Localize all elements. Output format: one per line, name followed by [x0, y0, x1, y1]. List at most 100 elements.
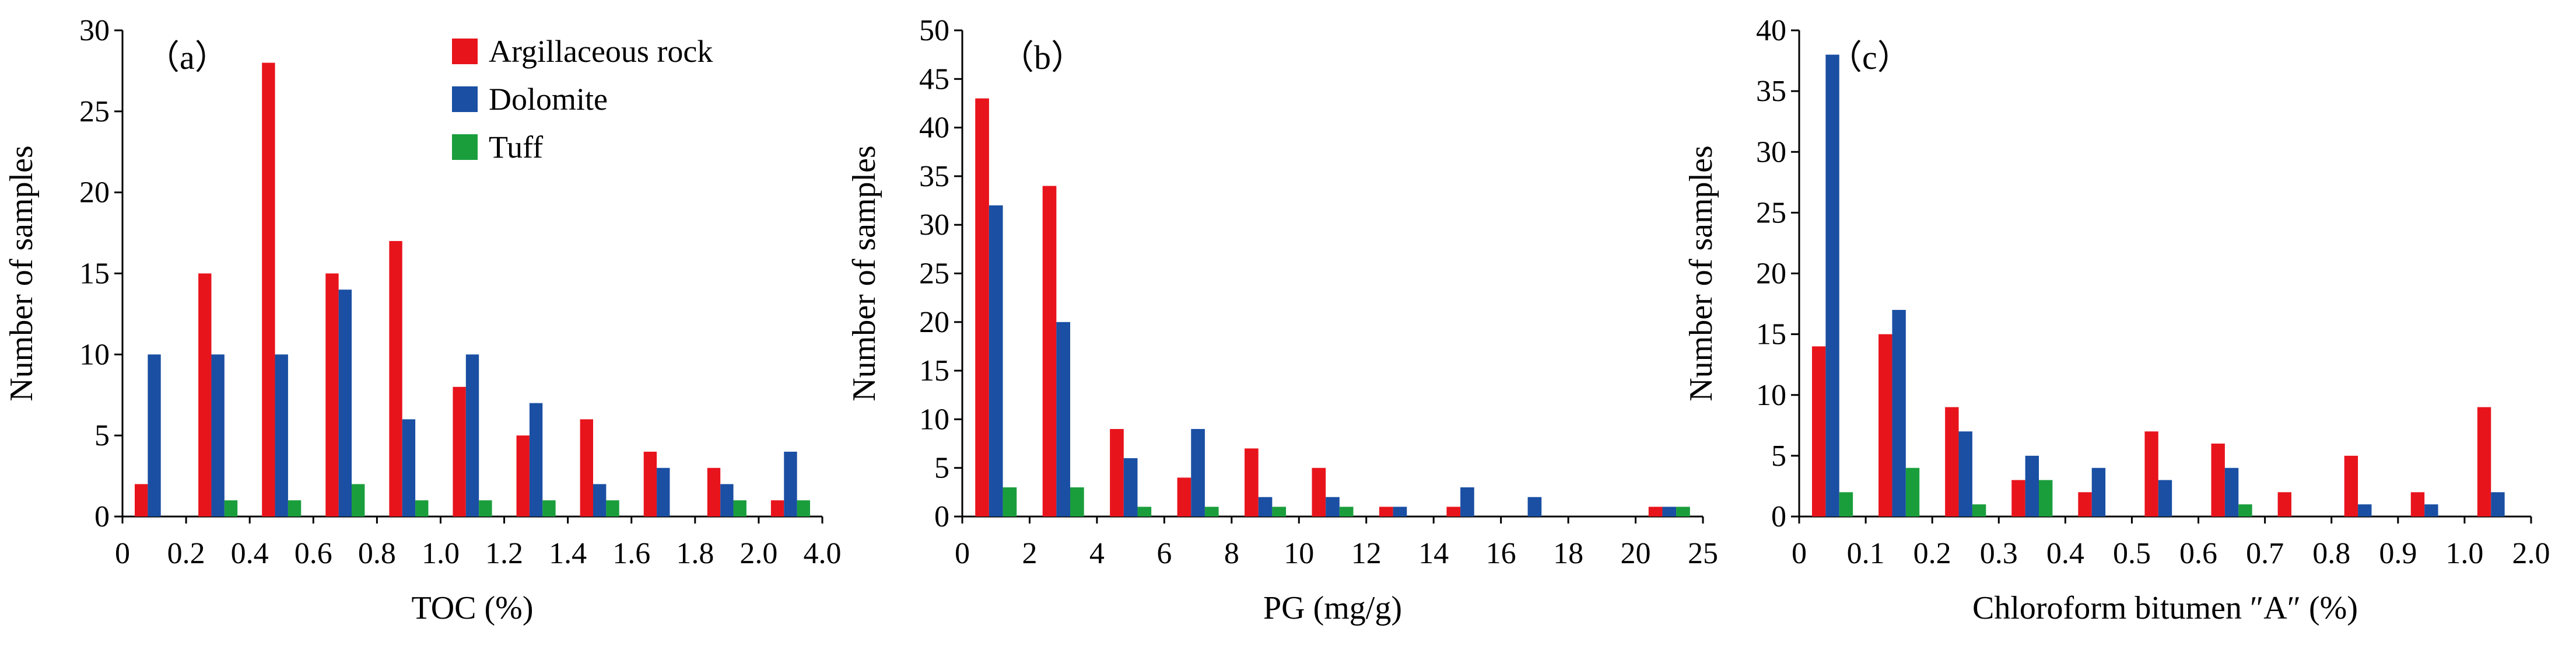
- panel-label: （a）: [146, 39, 229, 76]
- bar-argillaceous-rock: [643, 451, 657, 517]
- bar-dolomite: [2158, 480, 2172, 517]
- y-tick-label: 5: [934, 452, 949, 485]
- bar-argillaceous-rock: [580, 419, 593, 517]
- bar-argillaceous-rock: [2144, 431, 2158, 517]
- y-tick-label: 15: [79, 257, 110, 291]
- bar-dolomite: [2091, 467, 2106, 517]
- bar-dolomite: [1892, 309, 1906, 517]
- bar-argillaceous-rock: [516, 435, 530, 517]
- x-tick-label: 2: [1022, 537, 1037, 570]
- bar-dolomite: [1460, 487, 1474, 517]
- bar-dolomite: [529, 403, 543, 517]
- x-tick-label: 2.0: [2512, 537, 2550, 570]
- chart-panel-b: 0 5 10 15 20 25 30 35 40 45 50 0 2 4 6 8 10 12 14 16 18 20 25 P…: [846, 14, 1718, 626]
- bar-argillaceous-rock: [975, 98, 989, 517]
- bar-dolomite: [2491, 492, 2505, 517]
- y-tick-label: 15: [1756, 318, 1786, 351]
- x-tick-label: 0.4: [2046, 537, 2084, 570]
- bar-tuff: [1003, 487, 1017, 517]
- y-axis-title: Number of samples: [846, 145, 882, 402]
- x-tick-label: 0: [115, 537, 130, 570]
- x-axis-title: PG (mg/g): [1263, 590, 1402, 626]
- bar-tuff: [1972, 504, 1986, 517]
- x-tick-label: 25: [1688, 537, 1718, 570]
- x-tick-label: 0.3: [1980, 537, 2018, 570]
- x-tick-label: 1.6: [612, 537, 650, 570]
- x-tick-label: 2.0: [739, 537, 777, 570]
- bar-argillaceous-rock: [389, 240, 402, 517]
- y-tick-label: 10: [1756, 379, 1786, 412]
- bar-argillaceous-rock: [1312, 467, 1326, 517]
- y-tick-label: 5: [94, 419, 110, 452]
- bar-argillaceous-rock: [2011, 480, 2025, 517]
- y-tick-label: 10: [79, 338, 110, 371]
- legend-label-dolomite: Dolomite: [489, 82, 608, 117]
- x-tick-label: 0: [955, 537, 970, 570]
- y-tick-label: 10: [919, 403, 949, 436]
- bar-argillaceous-rock: [770, 500, 784, 517]
- y-tick-label: 5: [1771, 439, 1786, 473]
- bar-tuff: [1339, 507, 1354, 517]
- bar-tuff: [1137, 507, 1152, 517]
- bar-tuff: [797, 500, 810, 517]
- x-tick-label: 0.5: [2113, 537, 2151, 570]
- bar-tuff: [1839, 492, 1853, 517]
- bar-tuff: [733, 500, 746, 517]
- bar-tuff: [224, 500, 238, 517]
- y-tick-label: 0: [1771, 500, 1786, 533]
- bar-dolomite: [1326, 497, 1340, 517]
- chart-panel-c: 0 5 10 15 20 25 30 35 40 0 0.1 0.2 0.3 0.4 0.5 0.6 0.7 0.…: [1683, 14, 2550, 626]
- bar-tuff: [606, 500, 619, 517]
- bar-tuff: [1204, 507, 1219, 517]
- bar-dolomite: [465, 354, 479, 517]
- bar-dolomite: [784, 451, 797, 517]
- y-tick-label: 0: [934, 500, 949, 533]
- bar-argillaceous-rock: [1878, 334, 1892, 517]
- bar-dolomite: [1393, 507, 1407, 517]
- bar-dolomite: [1258, 497, 1273, 517]
- bar-dolomite: [148, 354, 161, 517]
- x-tick-label: 0.2: [167, 537, 205, 570]
- bar-dolomite: [1958, 431, 1972, 517]
- bar-dolomite: [593, 484, 607, 517]
- bar-dolomite: [275, 354, 288, 517]
- y-tick-label: 25: [919, 257, 949, 291]
- x-tick-label: 0.9: [2379, 537, 2417, 570]
- x-tick-label: 0: [1792, 537, 1807, 570]
- bar-argillaceous-rock: [2277, 492, 2291, 517]
- bar-dolomite: [2025, 455, 2039, 517]
- y-tick-label: 20: [79, 176, 110, 210]
- x-tick-label: 0.6: [295, 537, 332, 570]
- chart-panel-a: 0 5 10 15 20 25 30 0 0.2 0.4 0.6 0.8 1.0 1.2 1.4 1.6 1.8…: [3, 14, 842, 626]
- bar-tuff: [1676, 507, 1690, 517]
- bar-dolomite: [989, 205, 1003, 517]
- y-tick-label: 30: [79, 14, 110, 47]
- bar-argillaceous-rock: [1446, 507, 1461, 517]
- x-axis-title: Chloroform bitumen ″A″ (%): [1972, 590, 2358, 626]
- bar-argillaceous-rock: [453, 386, 466, 517]
- bar-argillaceous-rock: [1648, 507, 1663, 517]
- bar-dolomite: [2224, 467, 2239, 517]
- bar-tuff: [415, 500, 429, 517]
- bar-argillaceous-rock: [707, 467, 721, 517]
- x-tick-label: 0.7: [2246, 537, 2284, 570]
- bar-tuff: [2039, 480, 2053, 517]
- bar-dolomite: [211, 354, 225, 517]
- y-tick-label: 40: [1756, 14, 1786, 47]
- x-tick-label: 16: [1486, 537, 1516, 570]
- x-tick-label: 8: [1224, 537, 1239, 570]
- x-tick-label: 0.2: [1913, 537, 1951, 570]
- bar-argillaceous-rock: [1245, 448, 1259, 517]
- x-tick-label: 20: [1621, 537, 1651, 570]
- panel-label: （b）: [1000, 39, 1085, 76]
- bar-dolomite: [1056, 322, 1071, 517]
- panel-label: （c）: [1828, 39, 1911, 76]
- y-tick-label: 30: [1756, 135, 1786, 169]
- bar-dolomite: [720, 484, 734, 517]
- x-axis-title: TOC (%): [412, 590, 534, 626]
- x-tick-label: 1.2: [485, 537, 523, 570]
- y-tick-label: 15: [919, 354, 949, 388]
- y-tick-label: 40: [919, 111, 949, 145]
- x-tick-label: 6: [1156, 537, 1172, 570]
- bar-dolomite: [2424, 504, 2438, 517]
